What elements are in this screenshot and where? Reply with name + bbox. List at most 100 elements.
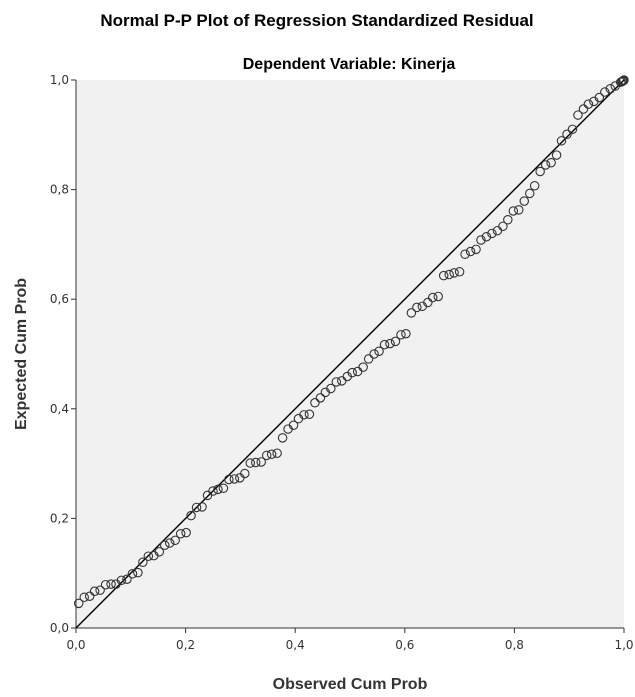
data-point — [567, 124, 578, 135]
data-point — [449, 268, 459, 278]
data-point — [127, 568, 138, 579]
data-point — [427, 292, 438, 303]
data-point — [551, 150, 562, 160]
data-point — [465, 246, 476, 257]
data-point — [326, 383, 336, 394]
data-point — [546, 157, 556, 168]
y-tick-label: 0,2 — [50, 511, 69, 525]
data-point — [133, 567, 143, 578]
data-point — [460, 249, 470, 260]
data-points — [73, 75, 629, 609]
data-point — [191, 502, 202, 513]
x-tick-label: 0,6 — [395, 638, 414, 652]
data-point — [240, 468, 250, 479]
data-point — [288, 420, 299, 430]
chart-subtitle: Dependent Variable: Kinerja — [243, 56, 456, 73]
data-point — [277, 433, 288, 443]
data-point — [476, 235, 486, 245]
data-point — [208, 486, 218, 496]
data-point — [218, 483, 229, 494]
x-axis-title: Observed Cum Prob — [273, 676, 428, 693]
data-point — [73, 598, 84, 609]
data-point — [256, 457, 266, 467]
data-point — [224, 474, 234, 485]
data-point — [562, 129, 572, 140]
data-point — [573, 110, 583, 120]
data-point — [197, 502, 207, 512]
data-point — [143, 551, 154, 561]
data-point — [540, 160, 551, 170]
x-axis-ticks: 0,0 0,2 0,4 0,6 0,8 1,0 — [66, 628, 634, 652]
data-point — [406, 308, 417, 318]
data-point — [369, 349, 379, 359]
data-point — [175, 528, 186, 539]
data-point — [519, 196, 530, 206]
chart-title: Normal P-P Plot of Regression Standardiz… — [100, 11, 533, 30]
y-tick-label: 0,6 — [50, 292, 69, 306]
data-point — [266, 449, 277, 460]
data-point — [272, 448, 282, 458]
data-point — [412, 302, 422, 313]
data-point — [100, 579, 111, 590]
y-tick-label: 0,4 — [50, 402, 69, 416]
data-point — [261, 450, 272, 461]
data-point — [481, 231, 492, 242]
data-point — [116, 575, 127, 586]
data-point — [487, 228, 497, 239]
data-point — [535, 166, 545, 177]
data-point — [160, 540, 170, 551]
axis-lines — [75, 80, 624, 629]
x-tick-label: 0,4 — [286, 638, 305, 652]
data-point — [250, 457, 261, 468]
x-tick-label: 0,8 — [505, 638, 524, 652]
data-point — [363, 354, 374, 364]
data-point — [503, 214, 513, 225]
data-point — [379, 339, 390, 350]
data-point — [454, 267, 465, 277]
y-axis-ticks: 0,0 0,2 0,4 0,6 0,8 1,0 — [50, 73, 76, 635]
data-point — [556, 136, 567, 146]
data-point — [310, 398, 320, 408]
data-point — [471, 244, 481, 255]
data-point — [106, 579, 116, 589]
data-point — [433, 291, 443, 302]
data-point — [79, 592, 89, 603]
y-tick-label: 0,0 — [50, 621, 69, 635]
data-point — [438, 270, 449, 281]
data-point — [315, 393, 326, 403]
data-point — [390, 336, 401, 347]
data-point — [578, 104, 589, 114]
data-point — [508, 206, 519, 216]
data-point — [95, 585, 105, 595]
data-point — [396, 330, 406, 340]
data-point — [514, 205, 524, 215]
data-point — [605, 84, 616, 94]
data-point — [444, 269, 454, 280]
data-point — [181, 527, 191, 538]
data-point — [138, 557, 148, 567]
data-point — [423, 297, 433, 308]
data-point — [122, 574, 132, 584]
data-point — [331, 377, 342, 387]
x-tick-label: 1,0 — [614, 638, 633, 652]
data-point — [594, 92, 605, 103]
data-point — [374, 346, 384, 357]
y-tick-label: 1,0 — [50, 73, 69, 87]
x-tick-label: 0,2 — [176, 638, 195, 652]
x-tick-label: 0,0 — [66, 638, 85, 652]
y-axis-title: Expected Cum Prob — [13, 278, 30, 430]
y-tick-label: 0,8 — [50, 183, 69, 197]
data-point — [583, 99, 594, 109]
data-point — [84, 591, 95, 601]
data-point — [347, 367, 357, 378]
data-point — [89, 586, 100, 597]
data-point — [401, 328, 411, 339]
data-point — [304, 409, 315, 420]
data-point — [164, 538, 175, 548]
data-point — [299, 410, 309, 420]
reference-line — [75, 79, 625, 629]
data-point — [170, 535, 180, 546]
data-point — [245, 458, 256, 468]
